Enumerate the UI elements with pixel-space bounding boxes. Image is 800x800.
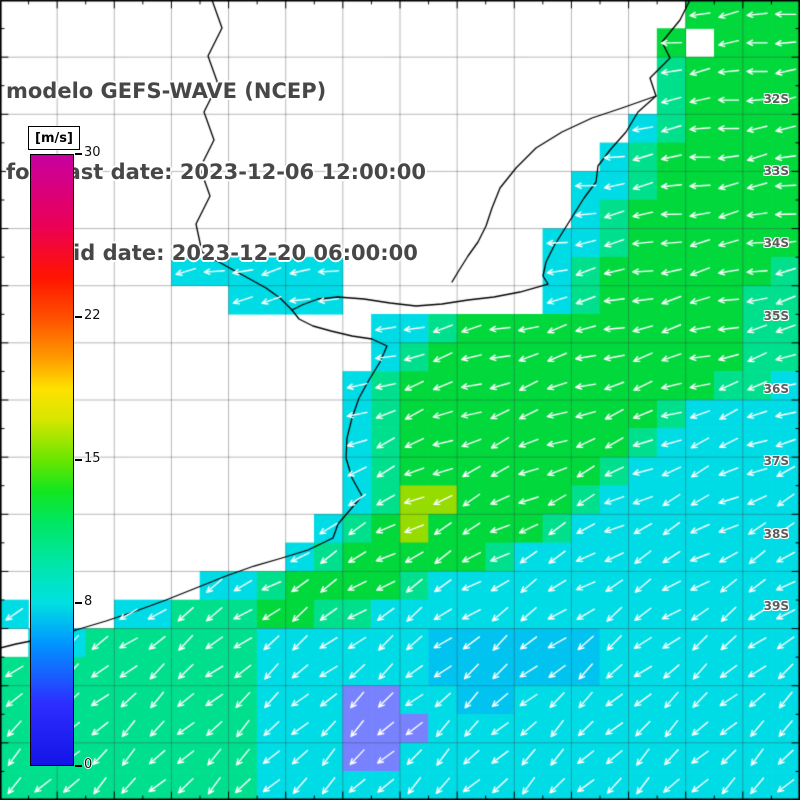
colorbar-tick-mark [75,601,82,604]
colorbar-unit-label: [m/s] [28,126,80,150]
colorbar-tick-label: 0 [84,757,93,772]
colorbar-tick-mark [75,459,82,461]
model-title: modelo GEFS-WAVE (NCEP) [6,79,327,103]
colorbar-tick-mark [75,316,82,319]
colorbar-tick-mark [75,153,82,155]
colorbar: [m/s] 30 22 15 8 0 [28,126,138,776]
colorbar-tick-label: 30 [84,145,101,160]
colorbar-tick-label: 22 [84,308,101,324]
colorbar-tick-label: 15 [84,451,101,466]
colorbar-tick-label: 8 [84,593,93,609]
colorbar-tick-mark [75,765,82,767]
colorbar-gradient [30,154,74,766]
